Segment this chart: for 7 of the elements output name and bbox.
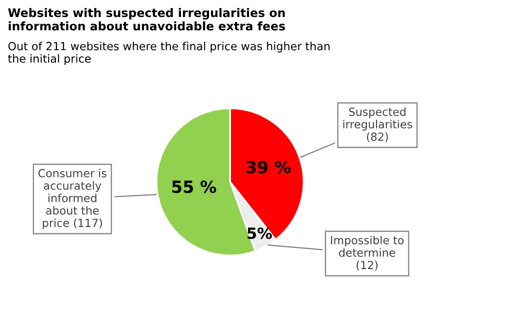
data-label: 39 % [246,160,291,174]
chart-subtitle: Out of 211 websites where the final price was higher than the initial price [8,42,330,65]
chart-title: Websites with suspected irregularities on information about unavoidable extra fees [8,8,285,30]
slice-label: Impossible to determine (12) [331,236,404,271]
slice-label: Suspected irregularities (82) [343,107,412,142]
data-label: 55 % [172,180,216,194]
slice-label: Consumer is accurately informed about the price (117) [38,168,106,230]
